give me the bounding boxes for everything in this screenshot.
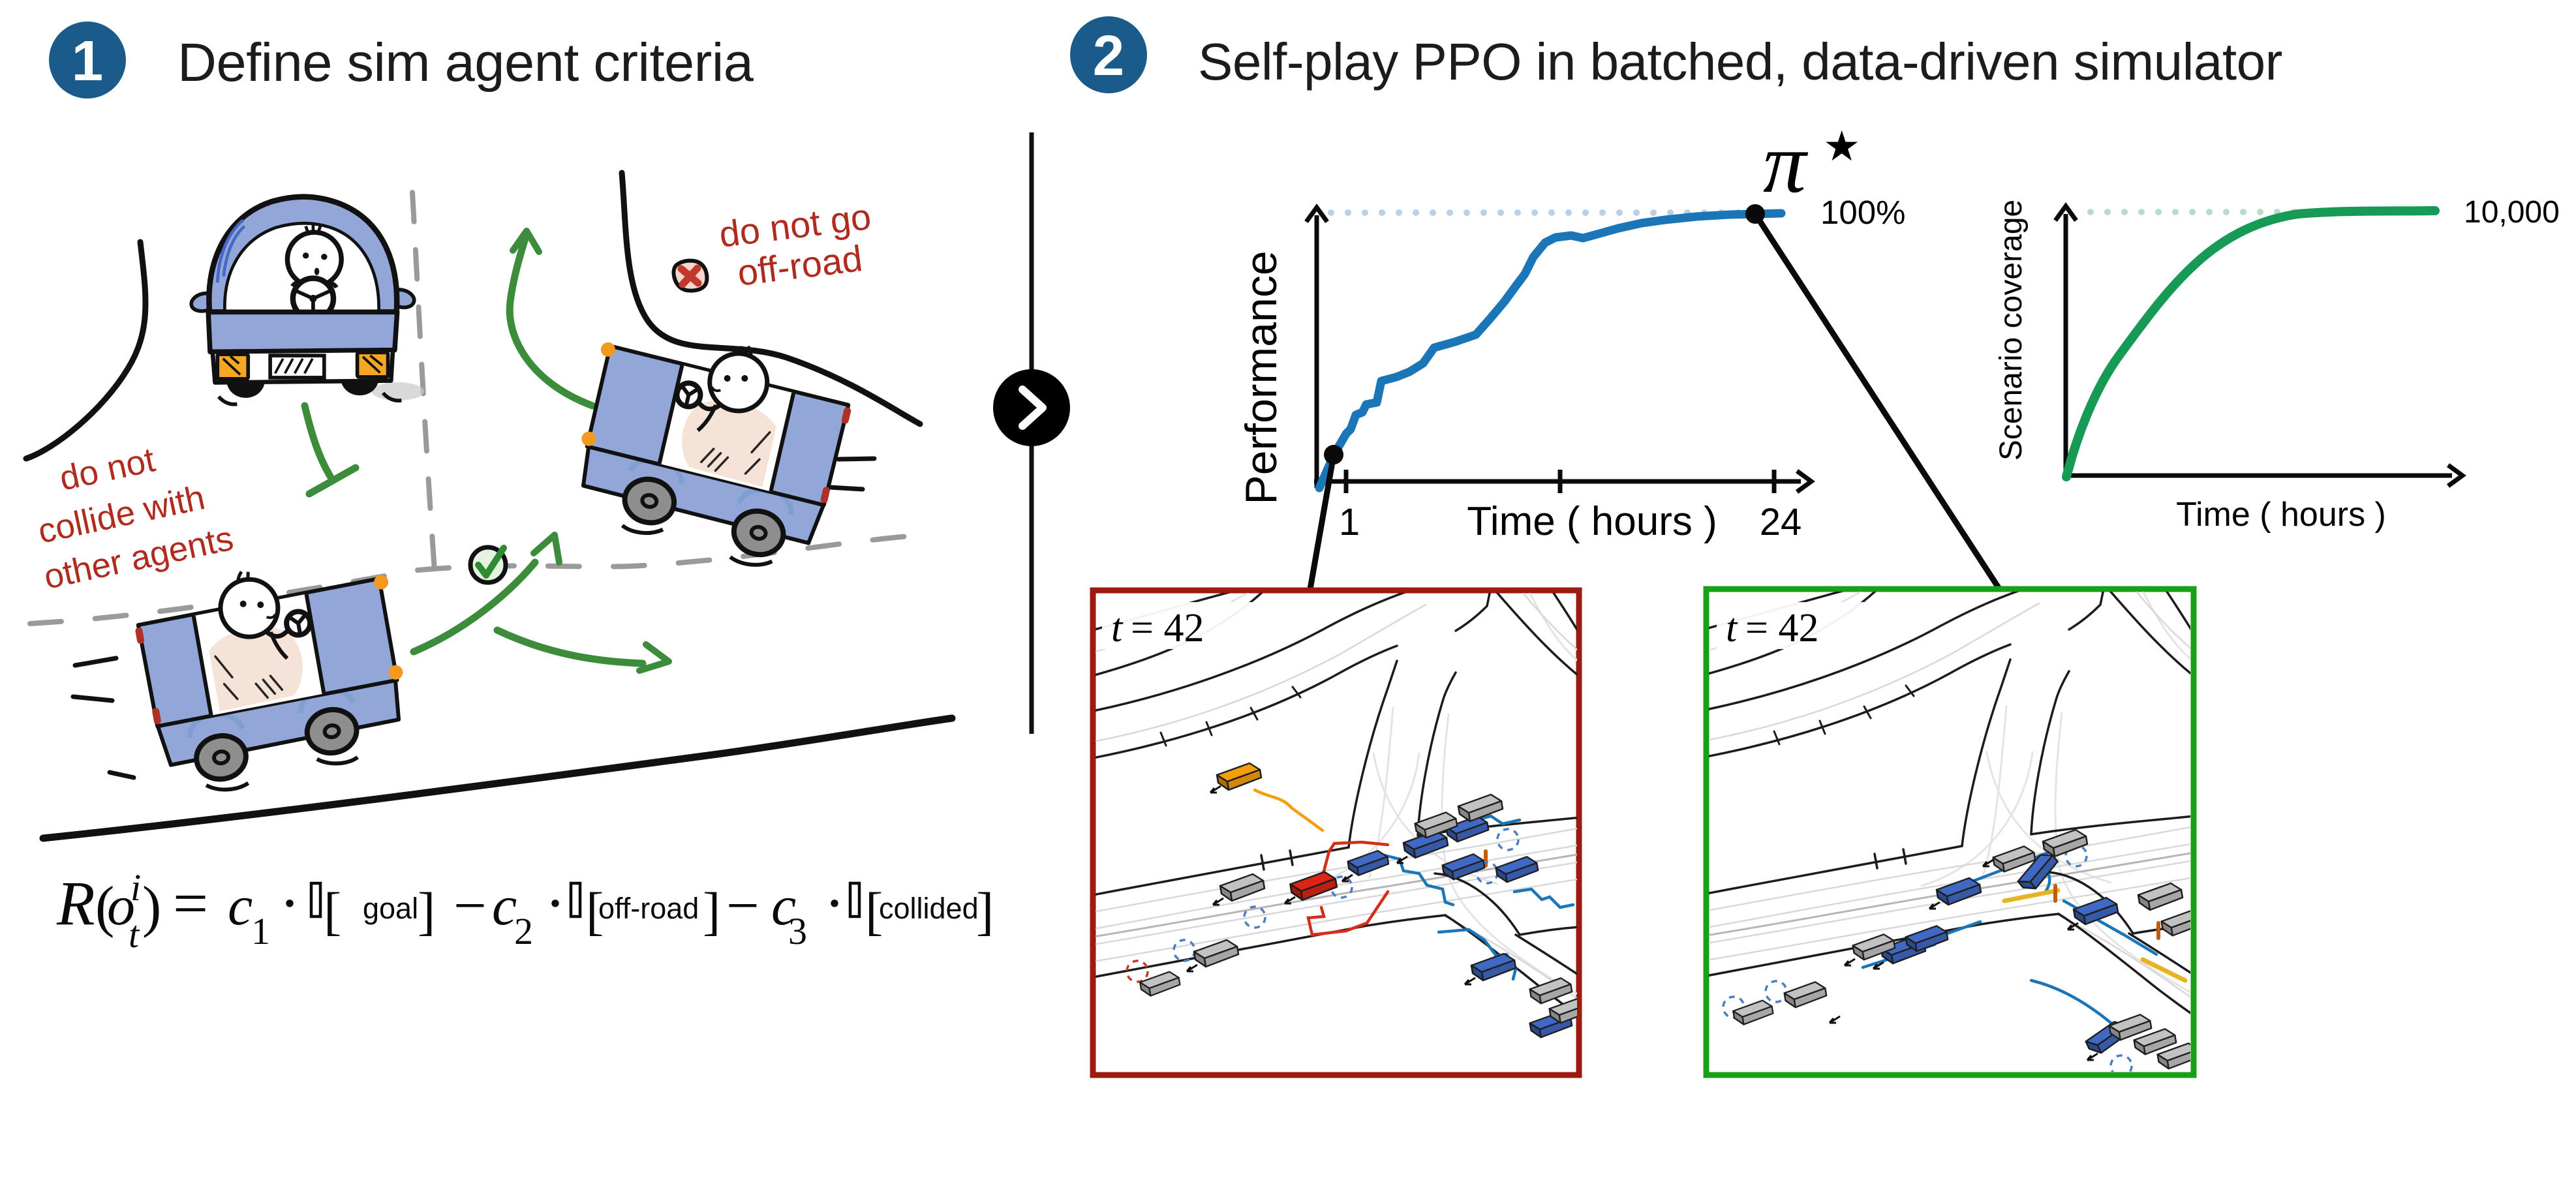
svg-text:): ) [142,875,161,939]
svg-text:(: ( [95,875,114,939]
svg-text:= 42: = 42 [1131,606,1204,650]
svg-text:Scenario coverage: Scenario coverage [1994,200,2029,461]
svg-text:10,000: 10,000 [2464,195,2560,230]
svg-text:π: π [1763,115,1809,211]
svg-text:= 42: = 42 [1745,606,1818,650]
svg-text:Performance: Performance [1236,250,1286,504]
svg-text:1: 1 [1339,501,1360,543]
svg-text:c: c [771,874,796,937]
svg-text:100%: 100% [1820,194,1905,231]
svg-text:Time ( hours ): Time ( hours ) [2176,496,2386,534]
svg-text:t: t [1111,606,1124,650]
svg-text:collided: collided [879,892,979,925]
svg-text:Time ( hours ): Time ( hours ) [1467,499,1717,544]
svg-text:[: [ [865,881,883,941]
svg-text:24: 24 [1760,501,1802,543]
svg-text:]: ] [418,881,435,941]
svg-text:[: [ [324,881,341,941]
svg-text:3: 3 [788,910,807,952]
svg-text:−: − [453,873,487,938]
svg-text:Self-play PPO in batched, data: Self-play PPO in batched, data-driven si… [1198,33,2282,91]
svg-text:c: c [228,874,253,937]
svg-text:t: t [129,913,140,956]
svg-text:2: 2 [514,910,533,952]
svg-text:i: i [130,866,141,909]
svg-text:Define sim agent criteria: Define sim agent criteria [177,32,754,93]
svg-text:off-road: off-road [598,892,699,925]
svg-text:c: c [492,874,517,937]
svg-text:−: − [726,873,759,938]
svg-text:=: = [173,868,208,938]
svg-text:·: · [824,868,845,938]
svg-text:★: ★ [1823,123,1860,170]
svg-text:goal: goal [363,892,418,925]
svg-text:1: 1 [251,910,270,952]
svg-text:2: 2 [1093,24,1124,87]
svg-text:]: ] [976,881,994,941]
svg-text:[: [ [586,881,604,941]
svg-text:·: · [279,868,300,938]
svg-text:o: o [107,874,135,937]
svg-text:R: R [56,868,95,938]
svg-text:1: 1 [72,29,103,93]
svg-text:t: t [1726,606,1738,650]
svg-text:·: · [545,868,566,938]
svg-text:]: ] [703,881,720,941]
